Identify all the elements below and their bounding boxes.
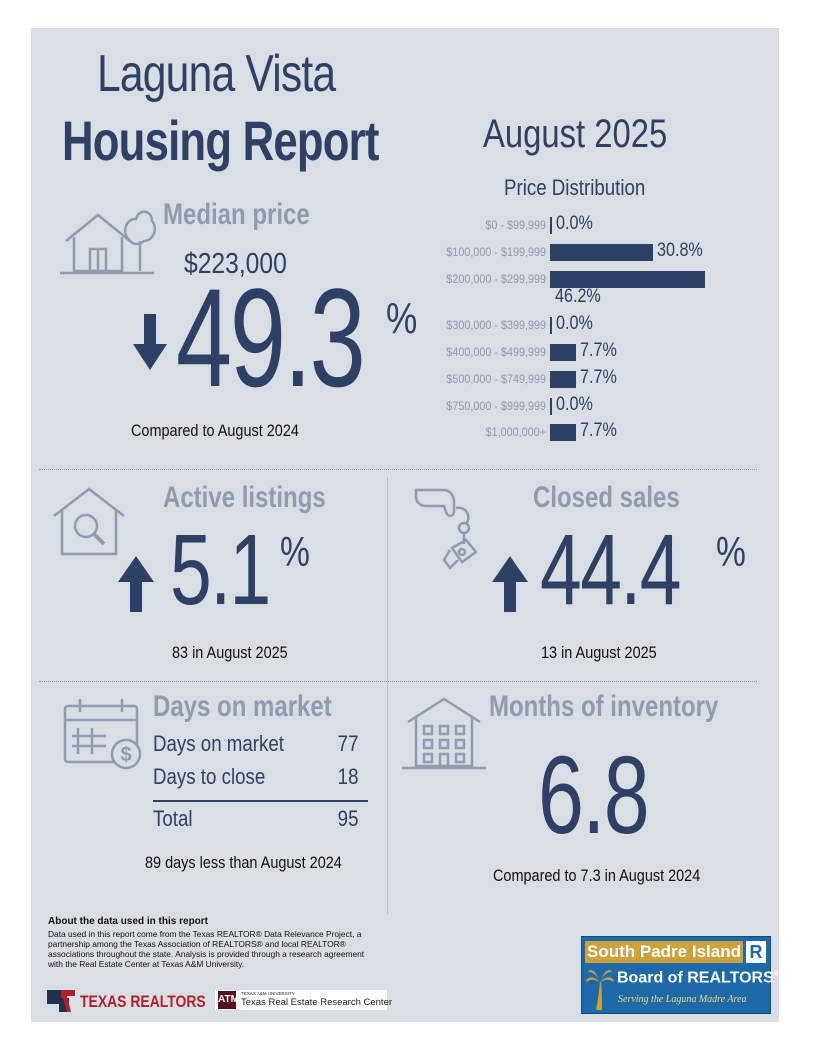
- price-distribution-row: $0 - $99,999 0.0%: [400, 213, 760, 236]
- months-inventory-label: Months of inventory: [489, 690, 719, 723]
- median-change-number: 49.3: [176, 259, 366, 416]
- price-distribution-row: $400,000 - $499,999 7.7%: [400, 340, 760, 363]
- report-period: August 2025: [483, 112, 668, 156]
- active-listings-change: 5.1: [170, 514, 271, 626]
- days-on-market-label: Days on market: [153, 690, 332, 723]
- report-sheet: [31, 28, 779, 1022]
- price-range-label: $0 - $99,999: [485, 218, 546, 232]
- price-distribution-row: $100,000 - $199,999 30.8%: [400, 240, 760, 263]
- closed-sales-change: 44.4: [540, 514, 681, 626]
- dom-row-label: Days to close: [153, 764, 266, 789]
- months-inventory-note: Compared to 7.3 in August 2024: [493, 866, 701, 885]
- price-distribution-row: $500,000 - $749,999 7.7%: [400, 367, 760, 390]
- tamu-center-name: Texas Real Estate Research Center: [241, 997, 393, 1008]
- median-comparison: Compared to August 2024: [131, 421, 299, 440]
- median-change-unit: %: [386, 294, 418, 343]
- price-distribution-title: Price Distribution: [504, 175, 646, 200]
- price-range-label: $750,000 - $999,999: [446, 399, 546, 413]
- price-distribution-bar: [550, 271, 705, 288]
- price-distribution-pct: 0.0%: [556, 213, 593, 234]
- price-distribution-pct: 0.0%: [556, 313, 593, 334]
- price-distribution-row: $300,000 - $399,999 0.0%: [400, 313, 760, 336]
- active-listings-label: Active listings: [163, 481, 326, 514]
- palm-tree-icon: [586, 970, 614, 1010]
- divider-middle: [39, 681, 757, 682]
- board-logo-line2-text: Board of REALTORS: [617, 969, 774, 987]
- about-heading: About the data used in this report: [48, 916, 209, 927]
- texas-realtors-logo-icon: [47, 990, 75, 1012]
- active-listings-note: 83 in August 2025: [172, 643, 288, 662]
- board-logo-line2: Board of REALTORS®: [617, 969, 780, 987]
- tamu-logo-box: [215, 990, 387, 1010]
- closed-sales-label: Closed sales: [533, 481, 680, 514]
- price-distribution-bar: [550, 344, 576, 361]
- dom-total-value: 95: [337, 806, 358, 831]
- price-range-label: $1,000,000+: [485, 425, 546, 439]
- report-title-city: Laguna Vista: [97, 45, 336, 103]
- board-logo-tagline: Serving the Laguna Madre Area: [618, 994, 747, 1005]
- price-distribution-bar: [550, 217, 552, 234]
- dom-note: 89 days less than August 2024: [145, 853, 342, 872]
- price-range-label: $500,000 - $749,999: [446, 372, 546, 386]
- dom-total-label: Total: [153, 806, 193, 831]
- price-distribution-bar: [550, 424, 576, 441]
- about-text: Data used in this report come from the T…: [48, 929, 365, 969]
- dom-total-rule: [153, 800, 368, 802]
- months-inventory-value: 6.8: [538, 734, 650, 857]
- price-range-label: $400,000 - $499,999: [446, 345, 546, 359]
- report-title: Housing Report: [62, 109, 379, 172]
- price-distribution-row: $750,000 - $999,999 0.0%: [400, 394, 760, 417]
- price-distribution-pct: 7.7%: [580, 367, 617, 388]
- dom-row-value: 18: [337, 764, 358, 789]
- house-tree-icon: [60, 210, 156, 275]
- arrow-up-icon: [492, 556, 528, 612]
- price-distribution-bar: [550, 398, 552, 415]
- price-range-label: $300,000 - $399,999: [446, 318, 546, 332]
- hand-key-icon: [414, 488, 478, 570]
- price-distribution-bar: [550, 244, 653, 261]
- board-logo-line1: South Padre Island: [585, 941, 743, 963]
- closed-sales-note: 13 in August 2025: [541, 643, 657, 662]
- price-distribution-row: $200,000 - $299,999 46.2%: [400, 268, 760, 307]
- price-distribution-pct: 7.7%: [580, 340, 617, 361]
- arrow-up-icon: [118, 556, 154, 612]
- active-listings-unit: %: [280, 528, 310, 575]
- dom-row-label: Days on market: [153, 731, 284, 756]
- price-range-label: $100,000 - $199,999: [446, 245, 546, 259]
- apartment-building-icon: [402, 697, 486, 770]
- tamu-small-label: TEXAS A&M UNIVERSITY: [241, 991, 295, 996]
- house-search-icon: [53, 487, 125, 556]
- arrow-down-icon: [133, 314, 167, 370]
- texas-realtors-wordmark: TEXAS REALTORS: [80, 992, 206, 1011]
- median-change-value: 49.3: [176, 268, 366, 408]
- price-distribution-pct: 0.0%: [556, 394, 593, 415]
- calendar-dollar-icon: $: [63, 699, 142, 770]
- price-distribution-bar: [550, 317, 552, 334]
- median-price-value: $223,000: [184, 248, 287, 280]
- price-distribution-pct: 7.7%: [580, 420, 617, 441]
- price-distribution-pct: 30.8%: [657, 240, 703, 261]
- divider-vertical: [387, 477, 388, 914]
- svg-text:$: $: [120, 744, 131, 766]
- price-range-label: $200,000 - $299,999: [446, 272, 546, 286]
- dom-row-value: 77: [337, 731, 358, 756]
- closed-sales-unit: %: [716, 528, 746, 575]
- realtor-r-icon: R: [746, 941, 766, 963]
- price-distribution-row: $1,000,000+ 7.7%: [400, 420, 760, 443]
- median-price-label: Median price: [163, 198, 310, 231]
- price-distribution-pct: 46.2%: [555, 286, 601, 307]
- tamu-logo-icon: ATM: [218, 991, 239, 1009]
- price-distribution-bar: [550, 371, 576, 388]
- divider-top: [39, 469, 757, 470]
